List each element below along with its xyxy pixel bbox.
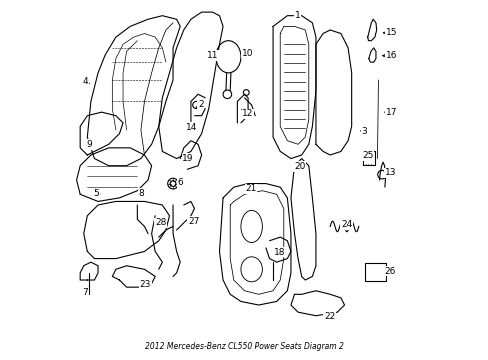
Text: 27: 27 <box>188 217 199 226</box>
Text: 4: 4 <box>82 77 88 86</box>
Text: 14: 14 <box>185 123 197 132</box>
Text: 15: 15 <box>385 28 397 37</box>
Text: 22: 22 <box>323 312 334 321</box>
Text: 6: 6 <box>177 178 183 187</box>
Text: 11: 11 <box>206 51 218 60</box>
Text: 13: 13 <box>385 168 396 177</box>
Text: 12: 12 <box>242 109 253 118</box>
Text: 10: 10 <box>241 49 253 58</box>
Text: 2012 Mercedes-Benz CL550 Power Seats Diagram 2: 2012 Mercedes-Benz CL550 Power Seats Dia… <box>145 342 343 351</box>
Text: 23: 23 <box>139 280 151 289</box>
Text: 9: 9 <box>86 140 92 149</box>
Text: 20: 20 <box>294 162 305 171</box>
Text: 24: 24 <box>340 220 351 229</box>
Text: 2: 2 <box>198 100 203 109</box>
Text: 19: 19 <box>182 154 193 163</box>
Text: 3: 3 <box>361 127 366 136</box>
Text: 16: 16 <box>385 51 397 60</box>
Text: 28: 28 <box>155 219 166 228</box>
Text: 1: 1 <box>294 11 300 20</box>
Text: 25: 25 <box>361 151 373 160</box>
Text: 21: 21 <box>245 184 256 193</box>
Text: 5: 5 <box>93 189 99 198</box>
Text: 17: 17 <box>385 108 397 117</box>
Text: 26: 26 <box>384 267 395 276</box>
Text: 18: 18 <box>273 248 285 257</box>
Text: 8: 8 <box>139 189 144 198</box>
Text: 7: 7 <box>82 288 88 297</box>
